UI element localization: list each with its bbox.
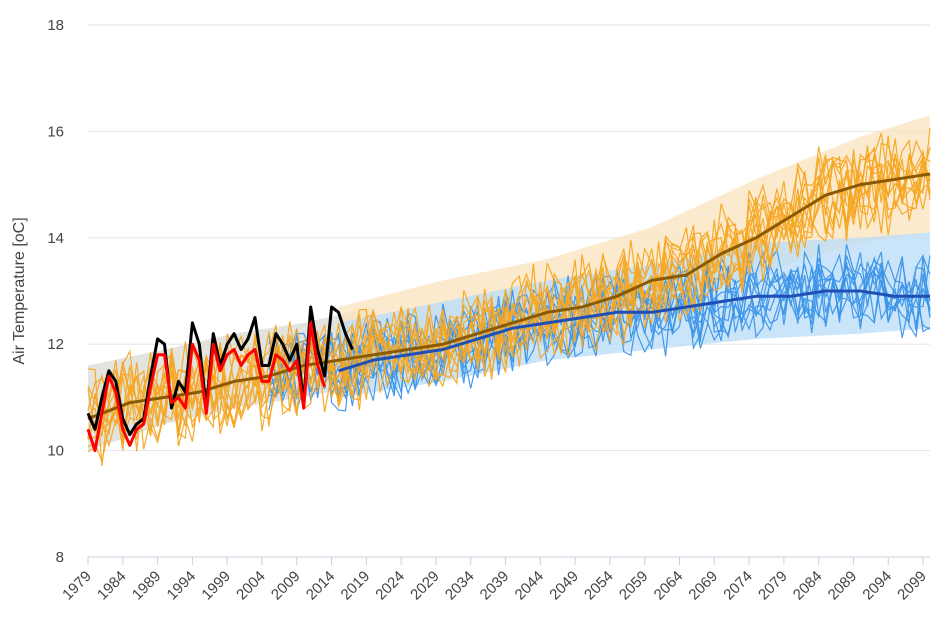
x-tick-label: 2049 xyxy=(546,568,582,604)
x-tick-label: 2044 xyxy=(512,568,548,604)
x-tick-label: 2024 xyxy=(372,568,408,604)
mean-line-mean_blue xyxy=(338,289,930,373)
x-tick-label: 1994 xyxy=(164,568,200,604)
x-tick-label: 2079 xyxy=(755,568,791,604)
x-tick-label: 2069 xyxy=(685,568,721,604)
x-tick-label: 2004 xyxy=(233,568,269,604)
x-tick-label: 2054 xyxy=(581,568,617,604)
ensemble-member-line xyxy=(87,132,931,452)
y-tick-label: 18 xyxy=(47,17,64,34)
x-tick-label: 2039 xyxy=(477,568,513,604)
y-tick-label: 14 xyxy=(47,230,64,247)
observation-line-obs_red xyxy=(86,321,327,453)
x-tick-label: 1989 xyxy=(129,568,165,604)
y-axis-title: Air Temperature [oC] xyxy=(11,217,28,364)
x-tick-label: 1984 xyxy=(94,568,130,604)
x-tick-label: 2084 xyxy=(790,568,826,604)
x-tick-label: 2099 xyxy=(894,568,930,604)
x-tick-label: 2059 xyxy=(616,568,652,604)
x-tick-label: 2019 xyxy=(338,568,374,604)
x-tick-label: 2009 xyxy=(268,568,304,604)
ensemble-member-line xyxy=(87,154,931,440)
mean-line-mean_brown xyxy=(87,172,931,421)
y-tick-label: 12 xyxy=(47,336,64,353)
x-tick-label: 2074 xyxy=(720,568,756,604)
y-tick-label: 10 xyxy=(47,443,64,460)
ensemble-member-line xyxy=(268,250,931,401)
x-tick-label: 1999 xyxy=(198,568,234,604)
y-tick-label: 8 xyxy=(56,549,64,566)
x-tick-label: 2029 xyxy=(407,568,443,604)
x-tick-label: 2064 xyxy=(651,568,687,604)
x-tick-label: 1979 xyxy=(59,568,95,604)
x-tick-label: 2034 xyxy=(442,568,478,604)
ensemble-mean-lines xyxy=(87,172,931,421)
ensemble-member-line xyxy=(87,142,931,453)
y-tick-label: 16 xyxy=(47,123,64,140)
x-tick-label: 2014 xyxy=(303,568,339,604)
x-tick-label: 2094 xyxy=(859,568,895,604)
observation-lines xyxy=(86,305,354,453)
x-tick-label: 2089 xyxy=(825,568,861,604)
